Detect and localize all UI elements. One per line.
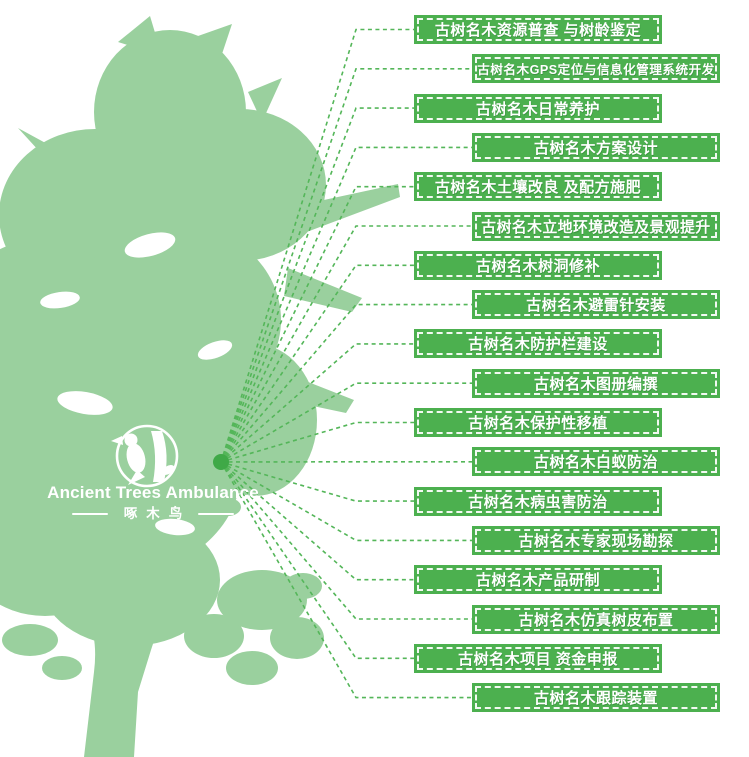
service-banner: 古树名木专家现场勘探 <box>472 525 720 555</box>
service-banner: 古树名木避雷针安装 <box>472 290 720 320</box>
connector-line <box>220 343 414 463</box>
service-banner: 古树名木病虫害防治 <box>414 486 662 516</box>
connector-lines <box>220 28 472 699</box>
connector-line <box>220 107 414 463</box>
service-banner: 古树名木日常养护 <box>414 93 662 123</box>
woodpecker-icon <box>111 431 175 485</box>
service-label: 古树名木GPS定位与信息化管理系统开发 <box>477 63 715 78</box>
service-banner: 古树名木树洞修补 <box>414 250 662 280</box>
service-banner: 古树名木立地环境改造及景观提升 <box>472 211 720 241</box>
brand-block: Ancient Trees Ambulance 啄木鸟 <box>40 483 266 521</box>
brand-name-zh: 啄木鸟 <box>123 506 192 521</box>
service-banner: 古树名木保护性移植 <box>414 408 662 437</box>
service-banner: 古树名木资源普查 与树龄鉴定 <box>414 15 662 44</box>
service-label: 古树名木病虫害防治 <box>468 493 608 511</box>
service-label: 古树名木仿真树皮布置 <box>518 611 674 629</box>
service-label: 古树名木专家现场勘探 <box>518 532 674 550</box>
service-label: 古树名木防护栏建设 <box>468 336 608 354</box>
left-rule-line <box>71 512 108 515</box>
service-label: 古树名木资源普查 与树龄鉴定 <box>434 22 642 39</box>
service-banner: 古树名木图册编撰 <box>472 368 720 398</box>
service-label: 古树名木方案设计 <box>533 139 658 157</box>
tree-trunk <box>68 553 157 757</box>
connector-line <box>220 303 472 463</box>
service-banner: 古树名木GPS定位与信息化管理系统开发 <box>472 54 720 84</box>
connector-line <box>220 461 472 542</box>
connector-line <box>220 68 472 463</box>
connector-line <box>220 461 472 699</box>
service-label: 古树名木保护性移植 <box>468 415 608 432</box>
service-banner: 古树名木产品研制 <box>414 565 662 595</box>
service-label: 古树名木产品研制 <box>475 572 600 590</box>
service-banner: 古树名木方案设计 <box>472 132 720 162</box>
service-banner: 古树名木土壤改良 及配方施肥 <box>414 172 662 202</box>
service-label: 古树名木树洞修补 <box>475 257 600 275</box>
connector-line <box>220 185 414 463</box>
connector-line <box>220 225 472 463</box>
hub-dot <box>213 454 229 470</box>
brand-name-zh-row: 啄木鸟 <box>40 506 266 521</box>
connector-line <box>220 461 414 502</box>
connector-line <box>220 461 414 581</box>
service-banner: 古树名木防护栏建设 <box>414 329 662 359</box>
connector-line <box>220 28 414 463</box>
connector-line <box>220 461 472 620</box>
service-banner: 古树名木仿真树皮布置 <box>472 604 720 634</box>
connector-line <box>220 382 472 463</box>
service-banner: 古树名木白蚁防治 <box>472 447 720 477</box>
service-label: 古树名木避雷针安装 <box>526 297 666 315</box>
service-label: 古树名木图册编撰 <box>533 375 658 393</box>
service-label: 古树名木跟踪装置 <box>533 690 658 708</box>
service-banner: 古树名木跟踪装置 <box>472 683 720 713</box>
service-label: 古树名木项目 资金申报 <box>458 650 618 668</box>
service-label: 古树名木土壤改良 及配方施肥 <box>434 179 642 197</box>
right-rule-line <box>198 512 235 515</box>
brand-name-en: Ancient Trees Ambulance <box>47 483 259 502</box>
foliage-holes <box>40 232 233 536</box>
service-banner: 古树名木项目 资金申报 <box>414 643 662 673</box>
connector-line <box>220 146 472 463</box>
service-label: 古树名木日常养护 <box>475 100 600 118</box>
service-label: 古树名木立地环境改造及景观提升 <box>481 219 711 236</box>
logo-circle <box>115 424 179 488</box>
service-label: 古树名木白蚁防治 <box>533 454 658 472</box>
connector-line <box>220 421 414 463</box>
